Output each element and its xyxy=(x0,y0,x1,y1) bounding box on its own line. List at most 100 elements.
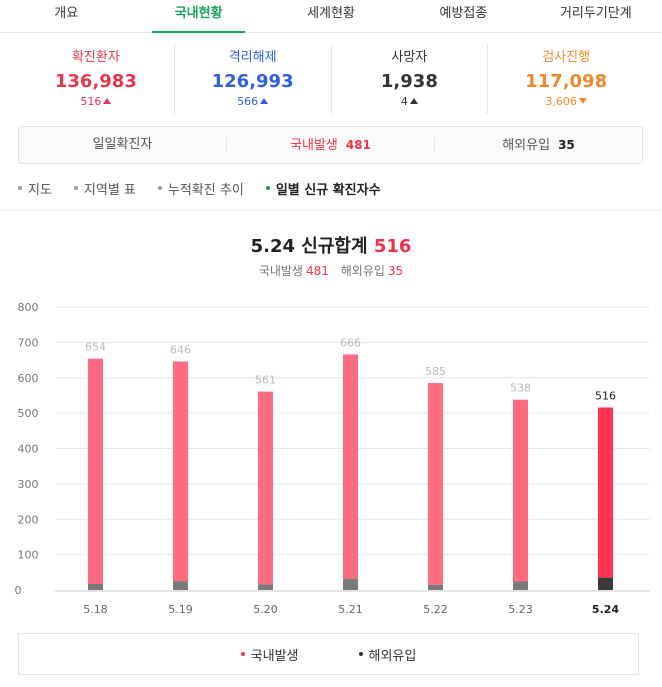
tab-1[interactable]: 국내현황 xyxy=(132,0,264,33)
stat-label: 검사진행 xyxy=(542,50,591,65)
legend-dot-icon xyxy=(358,652,363,656)
tab-3[interactable]: 예방접종 xyxy=(439,6,488,21)
chart-sub-domestic-value: 481 xyxy=(305,264,329,278)
stat-label: 사망자 xyxy=(391,50,428,65)
bullet-icon xyxy=(73,186,78,190)
triangle-down-icon xyxy=(578,98,587,104)
chart-sub-overseas-value: 35 xyxy=(387,264,404,278)
chart-sub-domestic-label: 국내발생 xyxy=(258,264,303,278)
stat-change-value: 516 xyxy=(80,95,102,108)
bar-overseas xyxy=(88,583,103,590)
subnav-label: 일별 신규 확진자수 xyxy=(275,182,381,198)
stat-change-value: 4 xyxy=(400,95,408,108)
bar-total-label: 538 xyxy=(510,382,531,395)
bar-total-label: 666 xyxy=(340,336,361,349)
bullet-icon xyxy=(18,186,22,190)
stat-label: 격리해제 xyxy=(228,50,277,65)
stat-change: 3,606 xyxy=(488,95,644,109)
subnav-label: 지도 xyxy=(28,182,52,198)
subnav-item-0[interactable]: 지도 xyxy=(18,178,52,198)
stat-change: 4 xyxy=(332,95,488,109)
tab-4[interactable]: 거리두기단계 xyxy=(559,6,632,21)
x-tick-label: 5.19 xyxy=(168,603,193,616)
bar-overseas xyxy=(258,584,273,590)
stat-value: 126,993 xyxy=(211,71,294,92)
legend-label: 국내발생 xyxy=(250,648,299,664)
chart-title: 5.24 신규합계 516 xyxy=(0,234,662,260)
section-divider xyxy=(0,210,662,211)
bar-domestic xyxy=(343,354,358,579)
bar-total-label: 585 xyxy=(425,365,446,378)
stat-change: 566 xyxy=(175,95,331,109)
daily-overseas-label: 해외유입 xyxy=(502,137,551,153)
x-tick-label: 5.18 xyxy=(83,603,108,616)
y-tick-label: 200 xyxy=(18,513,39,526)
y-tick-label: 700 xyxy=(18,336,39,349)
x-tick-label: 5.22 xyxy=(423,603,448,616)
y-tick-label: 600 xyxy=(18,372,39,385)
tab-0[interactable]: 개요 xyxy=(54,6,79,21)
chart-subtitle: 국내발생 481 해외유입 35 xyxy=(0,263,662,279)
bar-domestic xyxy=(258,391,273,585)
chart-title-total: 516 xyxy=(373,236,412,257)
legend-dot-icon xyxy=(240,652,245,656)
subnav-label: 누적확진 추이 xyxy=(167,182,244,198)
stat-change: 516 xyxy=(18,95,174,109)
main-tabs: 개요 국내현황 세계현황 예방접종 거리두기단계 xyxy=(0,0,662,33)
legend-item-1: 해외유입 xyxy=(358,645,417,664)
stat-0: 확진환자 136,983 516 xyxy=(18,44,175,114)
stat-3: 검사진행 117,098 3,606 xyxy=(488,44,644,114)
subnav-item-2[interactable]: 누적확진 추이 xyxy=(157,178,244,198)
chart-legend: 국내발생 해외유입 xyxy=(18,633,639,675)
stat-change-value: 3,606 xyxy=(545,95,577,108)
subnav-item-3[interactable]: 일별 신규 확진자수 xyxy=(265,178,381,198)
daily-bar-chart: 0 100 200 300 400 500 600 700 800 654 5.18 646 5.19 5… xyxy=(15,301,650,616)
tab-2[interactable]: 세계현황 xyxy=(307,6,355,21)
stat-value: 1,938 xyxy=(380,71,438,92)
y-tick-label: 800 xyxy=(18,301,39,314)
stat-2: 사망자 1,938 4 xyxy=(332,44,489,114)
triangle-up-icon xyxy=(409,98,418,104)
subnav-label: 지역별 표 xyxy=(83,182,136,198)
bar-domestic xyxy=(88,358,103,584)
bar-overseas xyxy=(598,577,613,590)
bar-overseas xyxy=(513,581,528,590)
bar-total-label: 646 xyxy=(170,343,191,356)
bar-domestic xyxy=(598,407,613,578)
chart-title-text: 5.24 신규합계 xyxy=(250,236,368,257)
y-tick-label: 400 xyxy=(18,443,39,456)
triangle-up-icon xyxy=(260,98,269,104)
legend-label: 해외유입 xyxy=(368,648,417,664)
daily-confirmed-bar: 일일확진자 국내발생 481 해외유입 35 xyxy=(18,126,643,164)
x-tick-label: 5.21 xyxy=(338,603,363,616)
stat-change-value: 566 xyxy=(237,95,259,108)
bar-domestic xyxy=(173,361,188,582)
bar-domestic xyxy=(513,399,528,582)
x-tick-label: 5.23 xyxy=(508,603,533,616)
daily-domestic-value: 481 xyxy=(345,137,371,152)
stat-value: 117,098 xyxy=(525,71,608,92)
daily-domestic-label: 국내발생 xyxy=(290,137,338,153)
bar-domestic xyxy=(428,383,443,585)
bar-total-label: 516 xyxy=(595,389,616,402)
stat-1: 격리해제 126,993 566 xyxy=(175,44,332,114)
x-tick-label: 5.24 xyxy=(592,603,619,616)
subnav-item-1[interactable]: 지역별 표 xyxy=(73,178,136,198)
bullet-icon xyxy=(265,186,270,190)
chart-sub-overseas-label: 해외유입 xyxy=(340,264,385,278)
triangle-up-icon xyxy=(103,98,112,104)
legend-item-0: 국내발생 xyxy=(240,645,299,664)
bar-overseas xyxy=(428,584,443,590)
daily-overseas: 해외유입 35 xyxy=(435,137,642,154)
y-tick-label: 0 xyxy=(15,584,22,597)
daily-domestic: 국내발생 481 xyxy=(227,136,435,154)
bar-overseas xyxy=(343,578,358,590)
stat-label: 확진환자 xyxy=(71,50,120,65)
y-tick-label: 500 xyxy=(18,407,39,420)
bar-total-label: 561 xyxy=(255,374,276,387)
chart-subnav: 지도 지역별 표 누적확진 추이 일별 신규 확진자수 xyxy=(18,178,381,198)
daily-overseas-value: 35 xyxy=(558,137,575,152)
stat-value: 136,983 xyxy=(54,71,137,92)
bar-total-label: 654 xyxy=(85,341,106,354)
x-tick-label: 5.20 xyxy=(253,603,278,616)
